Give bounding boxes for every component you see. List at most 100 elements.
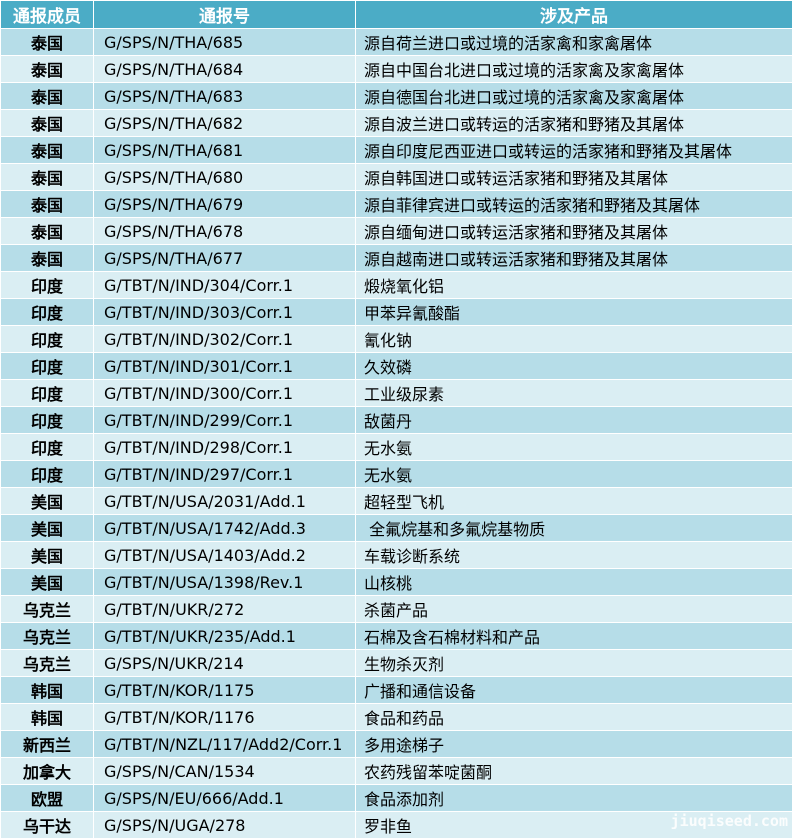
- cell-product: 食品和药品: [356, 704, 792, 731]
- cell-member: 印度: [1, 299, 94, 326]
- cell-member: 印度: [1, 272, 94, 299]
- cell-notification-no: G/TBT/N/KOR/1175: [94, 677, 356, 704]
- cell-notification-no: G/SPS/N/THA/685: [94, 29, 356, 56]
- cell-notification-no: G/TBT/N/USA/2031/Add.1: [94, 488, 356, 515]
- cell-notification-no: G/TBT/N/IND/302/Corr.1: [94, 326, 356, 353]
- header-member: 通报成员: [1, 1, 94, 29]
- cell-product: 源自中国台北进口或过境的活家禽及家禽屠体: [356, 56, 792, 83]
- cell-product: 源自韩国进口或转运活家猪和野猪及其屠体: [356, 164, 792, 191]
- cell-product: 源自德国台北进口或过境的活家禽及家禽屠体: [356, 83, 792, 110]
- cell-product: 多用途梯子: [356, 731, 792, 758]
- cell-notification-no: G/SPS/N/THA/677: [94, 245, 356, 272]
- cell-member: 新西兰: [1, 731, 94, 758]
- cell-notification-no: G/TBT/N/IND/300/Corr.1: [94, 380, 356, 407]
- cell-product: 全氟烷基和多氟烷基物质: [356, 515, 792, 542]
- cell-product: 源自波兰进口或转运的活家猪和野猪及其屠体: [356, 110, 792, 137]
- cell-notification-no: G/SPS/N/THA/682: [94, 110, 356, 137]
- cell-notification-no: G/SPS/N/CAN/1534: [94, 758, 356, 785]
- cell-product: 敌菌丹: [356, 407, 792, 434]
- watermark: jiuqiseed.com: [671, 812, 788, 830]
- cell-member: 美国: [1, 542, 94, 569]
- cell-member: 印度: [1, 326, 94, 353]
- cell-member: 欧盟: [1, 785, 94, 812]
- cell-notification-no: G/TBT/N/KOR/1176: [94, 704, 356, 731]
- cell-member: 乌克兰: [1, 623, 94, 650]
- cell-product: 车载诊断系统: [356, 542, 792, 569]
- cell-product: 源自荷兰进口或过境的活家禽和家禽屠体: [356, 29, 792, 56]
- header-row: 通报成员 通报号 涉及产品: [1, 1, 792, 29]
- cell-member: 泰国: [1, 191, 94, 218]
- cell-notification-no: G/SPS/N/THA/678: [94, 218, 356, 245]
- cell-product: 山核桃: [356, 569, 792, 596]
- cell-product: 源自越南进口或转运活家猪和野猪及其屠体: [356, 245, 792, 272]
- cell-member: 泰国: [1, 110, 94, 137]
- cell-product: 生物杀灭剂: [356, 650, 792, 677]
- cell-notification-no: G/TBT/N/UKR/272: [94, 596, 356, 623]
- cell-member: 印度: [1, 353, 94, 380]
- header-product: 涉及产品: [356, 1, 792, 29]
- cell-member: 乌克兰: [1, 650, 94, 677]
- cell-notification-no: G/TBT/N/IND/304/Corr.1: [94, 272, 356, 299]
- cell-member: 印度: [1, 380, 94, 407]
- cell-product: 源自缅甸进口或转运活家猪和野猪及其屠体: [356, 218, 792, 245]
- cell-member: 泰国: [1, 83, 94, 110]
- cell-notification-no: G/SPS/N/THA/684: [94, 56, 356, 83]
- cell-member: 印度: [1, 407, 94, 434]
- cell-product: 煅烧氧化铝: [356, 272, 792, 299]
- cell-member: 印度: [1, 434, 94, 461]
- cell-product: 农药残留苯啶菌酮: [356, 758, 792, 785]
- cell-notification-no: G/SPS/N/THA/681: [94, 137, 356, 164]
- cell-product: 广播和通信设备: [356, 677, 792, 704]
- cell-member: 泰国: [1, 245, 94, 272]
- cell-notification-no: G/TBT/N/NZL/117/Add2/Corr.1: [94, 731, 356, 758]
- cell-member: 泰国: [1, 56, 94, 83]
- cell-member: 印度: [1, 461, 94, 488]
- cell-product: 石棉及含石棉材料和产品: [356, 623, 792, 650]
- cell-product: 源自菲律宾进口或转运的活家猪和野猪及其屠体: [356, 191, 792, 218]
- cell-notification-no: G/SPS/N/EU/666/Add.1: [94, 785, 356, 812]
- cell-product: 久效磷: [356, 353, 792, 380]
- cell-member: 美国: [1, 488, 94, 515]
- cell-member: 美国: [1, 569, 94, 596]
- cell-notification-no: G/SPS/N/UKR/214: [94, 650, 356, 677]
- cell-member: 韩国: [1, 677, 94, 704]
- cell-notification-no: G/SPS/N/THA/683: [94, 83, 356, 110]
- cell-notification-no: G/TBT/N/USA/1403/Add.2: [94, 542, 356, 569]
- cell-product: 源自印度尼西亚进口或转运的活家猪和野猪及其屠体: [356, 137, 792, 164]
- cell-product: 工业级尿素: [356, 380, 792, 407]
- cell-member: 加拿大: [1, 758, 94, 785]
- cell-member: 韩国: [1, 704, 94, 731]
- cell-product: 无水氨: [356, 461, 792, 488]
- cell-notification-no: G/TBT/N/IND/298/Corr.1: [94, 434, 356, 461]
- cell-product: 无水氨: [356, 434, 792, 461]
- cell-product: 超轻型飞机: [356, 488, 792, 515]
- cell-notification-no: G/SPS/N/UGA/278: [94, 812, 356, 839]
- cell-product: 食品添加剂: [356, 785, 792, 812]
- cell-notification-no: G/SPS/N/THA/680: [94, 164, 356, 191]
- cell-product: 氰化钠: [356, 326, 792, 353]
- header-notification-no: 通报号: [94, 1, 356, 29]
- cell-notification-no: G/TBT/N/IND/301/Corr.1: [94, 353, 356, 380]
- cell-notification-no: G/TBT/N/USA/1742/Add.3: [94, 515, 356, 542]
